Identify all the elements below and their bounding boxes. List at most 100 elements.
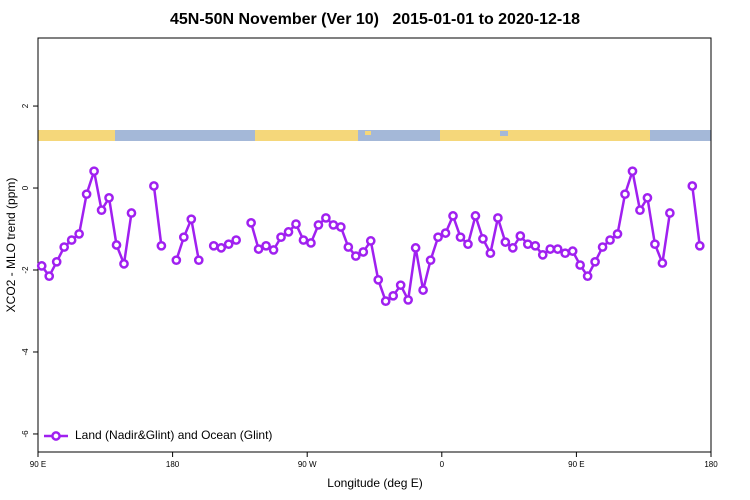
y-axis-label: XCO2 - MLO trend (ppm) xyxy=(4,178,18,313)
data-point xyxy=(605,235,615,245)
data-point xyxy=(336,222,346,232)
data-point xyxy=(321,213,331,223)
data-point xyxy=(298,235,309,245)
data-point xyxy=(425,255,436,266)
plot-frame xyxy=(37,37,712,453)
data-point xyxy=(178,232,189,243)
data-point xyxy=(59,242,70,252)
data-point xyxy=(149,181,159,191)
data-point xyxy=(418,285,428,295)
data-point xyxy=(507,243,518,253)
data-point xyxy=(530,240,541,251)
data-point xyxy=(485,248,496,259)
y-tick-label: 0 xyxy=(21,185,30,190)
data-point xyxy=(545,244,556,254)
data-point xyxy=(694,240,705,251)
data-point xyxy=(343,242,354,252)
data-point xyxy=(642,193,653,203)
data-point xyxy=(478,234,488,244)
data-point xyxy=(620,189,630,200)
data-point xyxy=(433,232,443,243)
data-point xyxy=(440,228,451,238)
data-point xyxy=(126,208,137,218)
data-point xyxy=(463,239,473,250)
data-point xyxy=(657,258,668,268)
data-point xyxy=(403,295,413,305)
data-point xyxy=(500,237,511,247)
x-tick-label: 180 xyxy=(704,460,718,469)
data-point xyxy=(687,181,698,191)
data-point xyxy=(627,166,638,177)
data-point xyxy=(470,211,481,221)
x-tick-label: 0 xyxy=(440,460,445,469)
x-tick-label: 90 E xyxy=(568,460,584,469)
data-point xyxy=(373,274,384,285)
data-point xyxy=(231,235,242,245)
y-tick-label: 2 xyxy=(21,103,30,108)
data-point xyxy=(560,248,571,259)
legend-item: Land (Nadir&Glint) and Ocean (Glint) xyxy=(44,428,272,442)
data-point xyxy=(66,235,77,245)
data-point xyxy=(246,218,256,228)
data-point xyxy=(216,243,227,253)
data-point xyxy=(36,261,47,271)
x-tick-label: 90 W xyxy=(298,460,317,469)
data-point xyxy=(358,247,369,257)
data-point xyxy=(365,236,376,246)
data-point xyxy=(89,166,99,177)
x-tick-label: 90 E xyxy=(30,460,46,469)
y-tick-label: -4 xyxy=(21,348,30,356)
x-axis-label: Longitude (deg E) xyxy=(327,476,422,490)
data-point xyxy=(51,256,62,267)
data-point xyxy=(313,220,324,230)
data-point xyxy=(455,232,466,243)
data-point xyxy=(493,213,503,223)
data-point xyxy=(104,193,114,203)
data-point xyxy=(96,205,107,216)
data-point xyxy=(223,239,234,250)
data-point xyxy=(515,231,526,241)
data-point xyxy=(74,229,84,239)
y-tick-label: -6 xyxy=(21,430,30,438)
data-point xyxy=(156,240,167,251)
data-point xyxy=(665,208,675,218)
data-point xyxy=(253,244,264,254)
data-point xyxy=(208,240,219,251)
data-point xyxy=(328,220,339,230)
data-point xyxy=(119,259,129,269)
data-point xyxy=(193,255,204,266)
data-point xyxy=(388,290,399,301)
data-point xyxy=(276,232,286,243)
data-point xyxy=(552,244,563,254)
data-point xyxy=(291,219,301,229)
legend-label: Land (Nadir&Glint) and Ocean (Glint) xyxy=(75,428,272,442)
data-point xyxy=(650,239,660,250)
data-point xyxy=(395,280,406,291)
data-point xyxy=(635,205,645,216)
data-point xyxy=(612,229,623,239)
data-point xyxy=(171,255,182,266)
land-ocean-strip xyxy=(38,130,711,141)
data-point xyxy=(410,243,421,253)
legend-marker xyxy=(51,431,61,441)
data-point xyxy=(350,251,361,261)
data-point xyxy=(268,245,279,255)
data-point xyxy=(44,271,55,282)
data-point xyxy=(597,242,608,252)
data-point xyxy=(283,227,294,237)
data-point xyxy=(522,239,533,250)
data-point xyxy=(582,271,593,282)
data-point xyxy=(590,256,600,267)
data-point xyxy=(186,214,197,225)
data-point xyxy=(448,211,458,221)
data-point xyxy=(306,238,316,248)
data-point xyxy=(81,189,92,200)
data-point xyxy=(380,296,391,307)
data-point xyxy=(111,240,122,250)
x-tick-label: 180 xyxy=(166,460,180,469)
data-point xyxy=(537,249,548,260)
data-point xyxy=(575,260,585,270)
data-point xyxy=(567,246,578,256)
y-tick-label: -2 xyxy=(21,266,30,274)
